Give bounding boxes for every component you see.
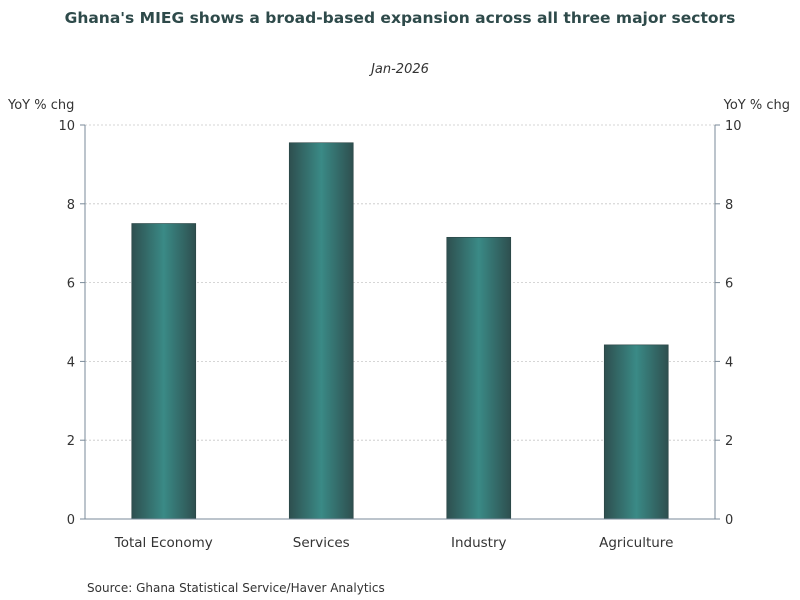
bars [131, 142, 669, 520]
chart-subtitle: Jan-2026 [371, 62, 429, 77]
x-category-label: Services [293, 535, 350, 551]
y-tick-label-left: 8 [67, 198, 75, 213]
y-tick-label-left: 2 [67, 434, 75, 449]
y-tick-label-left: 6 [67, 277, 75, 292]
axes [80, 124, 720, 520]
bar-agriculture [603, 344, 669, 520]
y-tick-label-right: 2 [725, 434, 733, 449]
y-tick-label-left: 4 [67, 355, 75, 370]
x-category-label: Agriculture [599, 535, 673, 551]
bar-industry [446, 236, 512, 520]
labels: 0 0 2 2 4 4 6 6 8 8 10 10 Total Economy Services Indus… [58, 119, 741, 551]
y-tick-label-right: 6 [725, 277, 733, 292]
source-note: Source: Ghana Statistical Service/Haver … [87, 581, 385, 595]
y-tick-label-right: 4 [725, 355, 733, 370]
chart-title: Ghana's MIEG shows a broad-based expansi… [64, 9, 736, 27]
y-tick-label-left: 0 [67, 513, 75, 528]
x-category-label: Total Economy [114, 535, 213, 551]
y-tick-label-right: 10 [725, 119, 742, 134]
y-tick-label-right: 8 [725, 198, 733, 213]
x-category-label: Industry [451, 535, 507, 551]
y-tick-label-left: 10 [58, 119, 75, 134]
bar-total-economy [131, 223, 197, 520]
y-axis-label-left: YoY % chg [8, 98, 75, 113]
bar-services [288, 142, 354, 520]
y-tick-label-right: 0 [725, 513, 733, 528]
y-axis-label-right: YoY % chg [723, 98, 790, 113]
